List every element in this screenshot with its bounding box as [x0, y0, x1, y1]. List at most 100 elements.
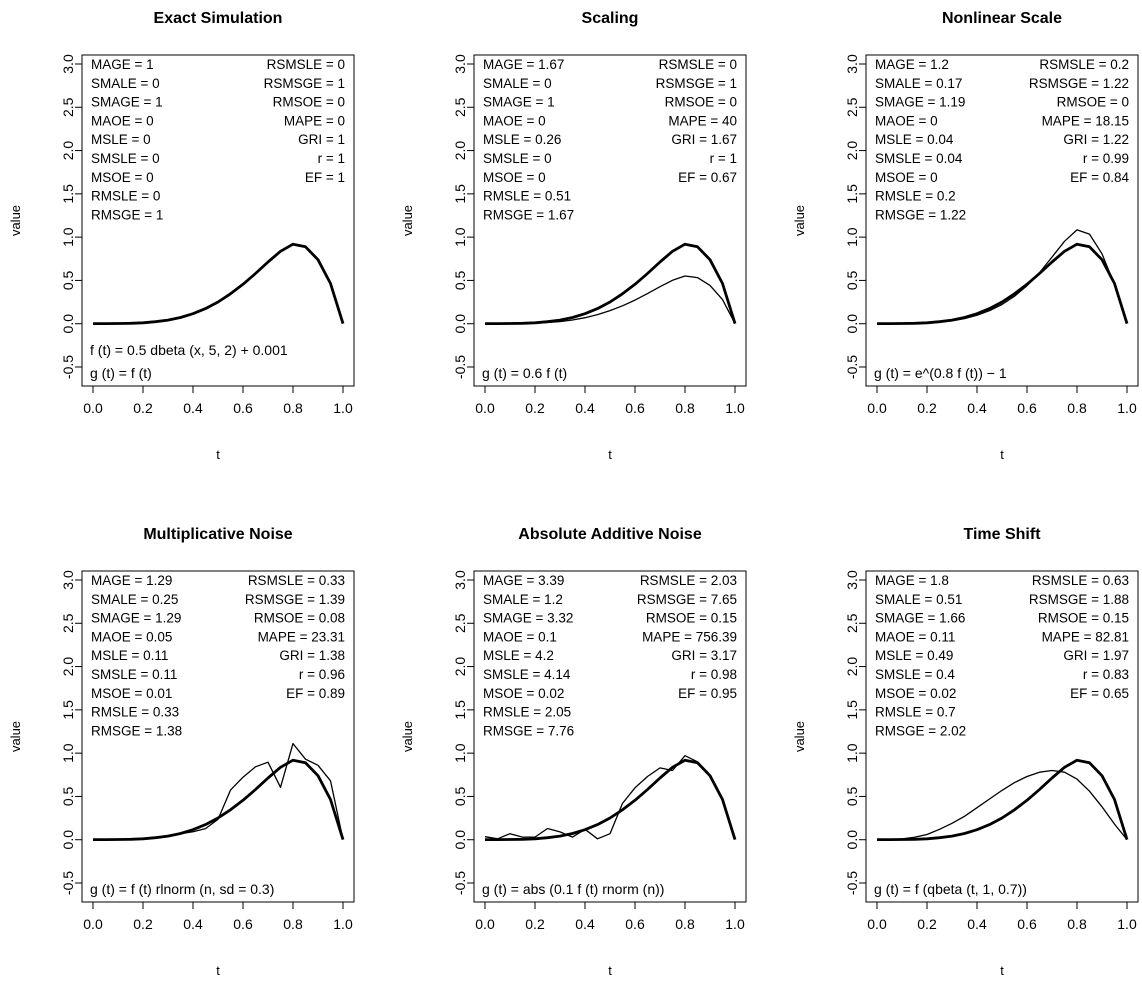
y-tick-label: 0.0 — [844, 830, 860, 850]
formula-label: g (t) = f (t) rlnorm (n, sd = 0.3) — [90, 881, 274, 897]
metric-label: RMSLE = 0.33 — [91, 705, 179, 720]
x-tick-label: 0.4 — [183, 916, 203, 932]
y-axis-label: value — [400, 205, 415, 236]
metric-label: RMSLE = 0.51 — [483, 189, 571, 204]
y-tick-label: 2.0 — [60, 657, 76, 677]
chart-panel: Multiplicative Noise 0.0 0.2 0.4 0.6 0.8 1.0 -0… — [8, 526, 355, 978]
y-tick-label: 1.0 — [452, 227, 468, 247]
metric-label: RMSLE = 2.05 — [483, 705, 571, 720]
x-axis-label: t — [1000, 447, 1004, 462]
x-tick-label: 0.0 — [867, 400, 887, 416]
y-tick-label: 2.0 — [452, 657, 468, 677]
metric-label: SMALE = 0 — [91, 76, 160, 91]
y-tick-label: 1.5 — [452, 700, 468, 720]
y-tick-label: 0.0 — [452, 830, 468, 850]
metric-label: MAPE = 756.39 — [642, 629, 737, 644]
x-tick-label: 0.2 — [133, 400, 153, 416]
y-tick-label: 2.5 — [452, 97, 468, 117]
x-tick-label: 1.0 — [1117, 916, 1137, 932]
metric-label: RSMSLE = 0 — [267, 57, 345, 72]
metric-label: MAPE = 23.31 — [258, 629, 345, 644]
y-tick-label: 2.5 — [452, 613, 468, 633]
metric-label: MSLE = 0.04 — [875, 132, 954, 147]
y-tick-label: 3.0 — [60, 570, 76, 590]
x-tick-label: 0.6 — [233, 400, 253, 416]
metric-label: RMSOE = 0 — [273, 95, 345, 110]
metric-label: SMSLE = 4.14 — [483, 667, 571, 682]
y-tick-label: 1.0 — [452, 743, 468, 763]
formula-label: g (t) = f (qbeta (t, 1, 0.7)) — [874, 881, 1027, 897]
metric-label: EF = 0.67 — [678, 170, 737, 185]
metric-label: RMSGE = 2.02 — [875, 723, 966, 738]
x-tick-label: 0.4 — [967, 400, 987, 416]
series-line-true — [877, 758, 1129, 841]
metric-label: RSMSLE = 0.63 — [1032, 573, 1129, 588]
y-tick-label: 2.0 — [844, 141, 860, 161]
metric-label: MSOE = 0.02 — [875, 686, 956, 701]
metric-label: SMAGE = 1.29 — [91, 611, 181, 626]
y-tick-label: 0.0 — [452, 314, 468, 334]
metric-label: RMSOE = 0 — [665, 95, 737, 110]
formula-label: g (t) = e^(0.8 f (t)) − 1 — [874, 365, 1007, 381]
formula-label: f (t) = 0.5 dbeta (x, 5, 2) + 0.001 — [90, 342, 288, 358]
series-line-simulated — [93, 742, 344, 841]
plot-frame — [473, 570, 747, 903]
metric-label: GRI = 3.17 — [671, 648, 737, 663]
chart-title: Absolute Additive Noise — [518, 526, 702, 543]
y-tick-label: 3.0 — [844, 570, 860, 590]
x-tick-label: 0.2 — [917, 400, 937, 416]
y-tick-label: 0.0 — [60, 314, 76, 334]
y-tick-label: -0.5 — [844, 871, 860, 895]
metric-label: GRI = 1.22 — [1063, 132, 1129, 147]
metric-label: RSMSGE = 1 — [264, 76, 345, 91]
metric-label: r = 0.96 — [299, 667, 345, 682]
y-tick-label: 1.5 — [60, 184, 76, 204]
chart-title: Time Shift — [963, 526, 1041, 543]
metric-label: RSMSLE = 0.2 — [1039, 57, 1129, 72]
y-axis-label: value — [400, 721, 415, 752]
y-tick-label: -0.5 — [452, 355, 468, 379]
y-tick-label: 3.0 — [844, 54, 860, 74]
metric-label: GRI = 1 — [298, 132, 345, 147]
metric-label: MAOE = 0.1 — [483, 629, 557, 644]
metric-label: MSLE = 0.49 — [875, 648, 953, 663]
x-tick-label: 0.8 — [283, 916, 303, 932]
x-axis-label: t — [608, 963, 612, 978]
metric-label: r = 0.98 — [691, 667, 737, 682]
metric-label: SMAGE = 1.19 — [875, 95, 965, 110]
metric-label: SMAGE = 1 — [483, 95, 555, 110]
metric-label: SMALE = 1.2 — [483, 592, 563, 607]
metric-label: r = 0.83 — [1083, 667, 1129, 682]
x-tick-label: 0.6 — [233, 916, 253, 932]
series-line-simulated — [484, 755, 736, 840]
y-tick-label: 1.5 — [844, 700, 860, 720]
metric-label: RSMSGE = 7.65 — [637, 592, 737, 607]
y-tick-label: 2.0 — [60, 141, 76, 161]
metric-label: MSOE = 0.01 — [91, 686, 172, 701]
y-tick-label: 0.5 — [60, 270, 76, 290]
x-tick-label: 0.2 — [525, 916, 545, 932]
metric-label: RMSGE = 1.38 — [91, 723, 182, 738]
y-tick-label: -0.5 — [60, 355, 76, 379]
metric-label: EF = 0.89 — [286, 686, 345, 701]
metric-label: MSLE = 0 — [91, 132, 151, 147]
metric-label: RMSGE = 7.76 — [483, 723, 574, 738]
y-tick-label: -0.5 — [452, 871, 468, 895]
y-tick-label: 3.0 — [60, 54, 76, 74]
x-tick-label: 1.0 — [725, 400, 745, 416]
chart-title: Scaling — [582, 10, 639, 27]
metric-label: MAOE = 0.05 — [91, 629, 172, 644]
metric-label: GRI = 1.38 — [279, 648, 345, 663]
metric-label: EF = 0.65 — [1070, 686, 1129, 701]
plot-frame — [865, 54, 1139, 387]
chart-title: Nonlinear Scale — [942, 10, 1062, 27]
metric-label: MSOE = 0 — [91, 170, 154, 185]
metric-label: r = 1 — [318, 151, 345, 166]
metric-label: RMSOE = 0 — [1057, 95, 1129, 110]
metric-label: MAGE = 1.29 — [91, 573, 172, 588]
series-line-true — [93, 758, 345, 841]
metric-label: SMSLE = 0.04 — [875, 151, 963, 166]
metric-label: MAOE = 0 — [483, 113, 546, 128]
plot-frame — [81, 570, 355, 903]
